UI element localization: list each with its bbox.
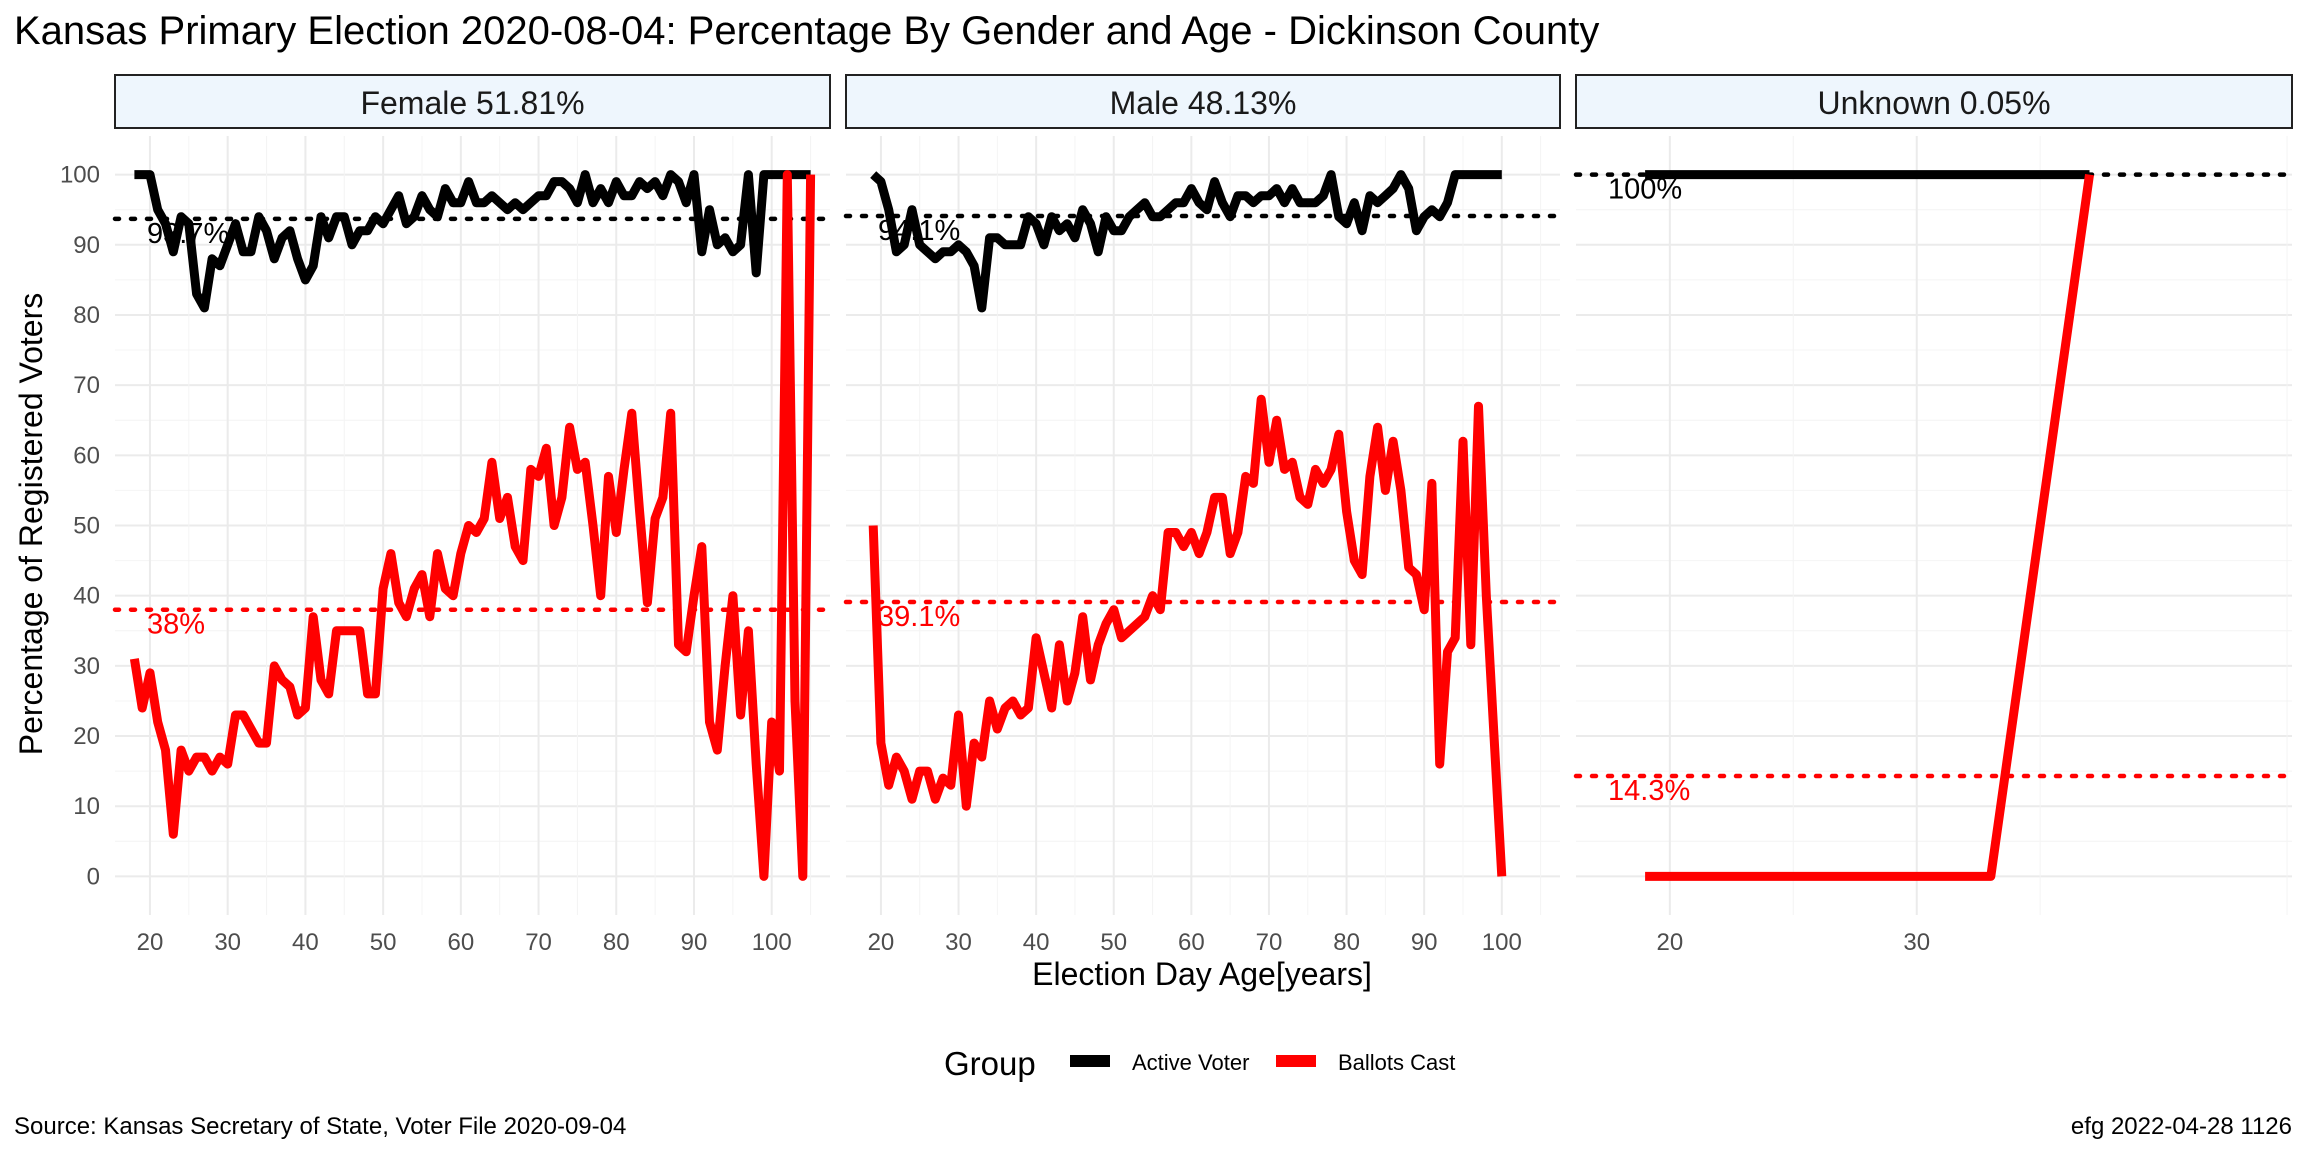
y-tick-label: 10 [73,793,100,820]
legend-label-active-voter: Active Voter [1132,1050,1249,1075]
panel-3: Unknown 0.05% 20 30 100% 14.3% [1573,74,2295,956]
x-tick-label: 20 [137,929,164,956]
x-tick-label: 50 [370,929,397,956]
x-tick-label: 50 [1100,929,1127,956]
panel-strip [114,74,831,129]
x-tick-label: 70 [525,929,552,956]
x-tick-label: 30 [214,929,241,956]
panel-2: Male 48.13% 20 30 40 50 60 70 80 90 100 94.1% 39.1% [843,74,1563,956]
y-axis-label: Percentage of Registered Voters [13,293,49,756]
timestamp-caption: efg 2022-04-28 1126 [2071,1113,2292,1140]
y-tick-label: 30 [73,653,100,680]
reference-label: 94.1% [878,215,960,247]
x-tick-label: 90 [681,929,708,956]
series-line-ballots-cast [129,170,816,881]
chart-title: Kansas Primary Election 2020-08-04: Perc… [14,9,1599,53]
y-tick-label: 50 [73,513,100,540]
y-tick-label: 40 [73,583,100,610]
legend-label-ballots-cast: Ballots Cast [1338,1050,1455,1075]
reference-label: 38% [147,609,205,641]
x-tick-label: 70 [1256,929,1283,956]
x-tick-label: 100 [1482,929,1522,956]
panel-1: Female 51.81% 20 30 40 50 60 70 80 90 100 0 10 20 30 4… [60,74,833,956]
x-tick-label: 100 [752,929,792,956]
reference-label: 39.1% [878,601,960,633]
legend: Group Active Voter Ballots Cast [944,1045,1455,1082]
x-tick-label: 30 [1903,929,1930,956]
x-tick-label: 80 [603,929,630,956]
x-tick-label: 60 [447,929,474,956]
panel-strip-label: Female 51.81% [360,85,584,121]
y-tick-label: 100 [60,162,100,189]
series-line-ballots-cast [1645,173,2094,881]
panel-strip [1575,74,2293,129]
x-tick-label: 20 [1656,929,1683,956]
x-tick-label: 30 [945,929,972,956]
x-tick-label: 90 [1411,929,1438,956]
x-tick-label: 80 [1333,929,1360,956]
legend-title: Group [944,1045,1036,1082]
reference-label: 100% [1608,174,1682,206]
series-line-active-voter [134,170,811,313]
reference-label: 14.3% [1608,775,1690,807]
x-tick-label: 20 [868,929,895,956]
series-line-ballots-cast [868,394,1507,877]
x-axis-label: Election Day Age[years] [1032,956,1372,992]
x-tick-label: 60 [1178,929,1205,956]
x-tick-label: 40 [292,929,319,956]
y-tick-label: 70 [73,372,100,399]
y-tick-label: 80 [73,302,100,329]
x-tick-label: 40 [1023,929,1050,956]
y-tick-label: 20 [73,723,100,750]
panel-strip [845,74,1561,129]
panels: Female 51.81% 20 30 40 50 60 70 80 90 100 0 10 20 30 4… [60,74,2295,956]
source-caption: Source: Kansas Secretary of State, Voter… [14,1113,626,1140]
panel-strip-label: Unknown 0.05% [1817,85,2050,121]
y-tick-label: 0 [87,863,100,890]
y-tick-label: 90 [73,232,100,259]
panel-strip-label: Male 48.13% [1110,85,1297,121]
series-line-active-voter [870,170,1502,313]
reference-label: 93.7% [147,218,229,250]
y-tick-label: 60 [73,442,100,469]
